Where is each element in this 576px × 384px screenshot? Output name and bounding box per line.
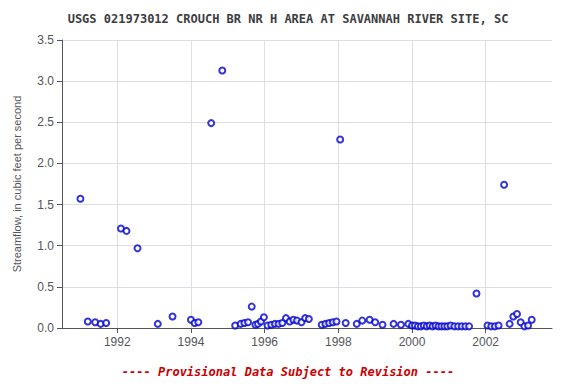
svg-text:---- Provisional Data Subject: ---- Provisional Data Subject to Revisio… [122, 365, 454, 379]
svg-text:1996: 1996 [251, 335, 278, 349]
svg-text:1994: 1994 [178, 335, 205, 349]
svg-text:1.0: 1.0 [37, 239, 54, 253]
svg-text:0.5: 0.5 [37, 280, 54, 294]
svg-text:1992: 1992 [104, 335, 131, 349]
svg-text:1998: 1998 [325, 335, 352, 349]
svg-text:2.0: 2.0 [37, 156, 54, 170]
svg-text:3.0: 3.0 [37, 74, 54, 88]
svg-text:2000: 2000 [399, 335, 426, 349]
svg-text:2002: 2002 [472, 335, 499, 349]
svg-text:USGS 021973012 CROUCH BR NR H: USGS 021973012 CROUCH BR NR H AREA AT SA… [68, 12, 509, 26]
svg-text:Streamflow, in cubic feet per: Streamflow, in cubic feet per second [11, 96, 23, 273]
svg-text:1.5: 1.5 [37, 198, 54, 212]
svg-text:2.5: 2.5 [37, 115, 54, 129]
svg-text:3.5: 3.5 [37, 33, 54, 47]
svg-text:0.0: 0.0 [37, 321, 54, 335]
